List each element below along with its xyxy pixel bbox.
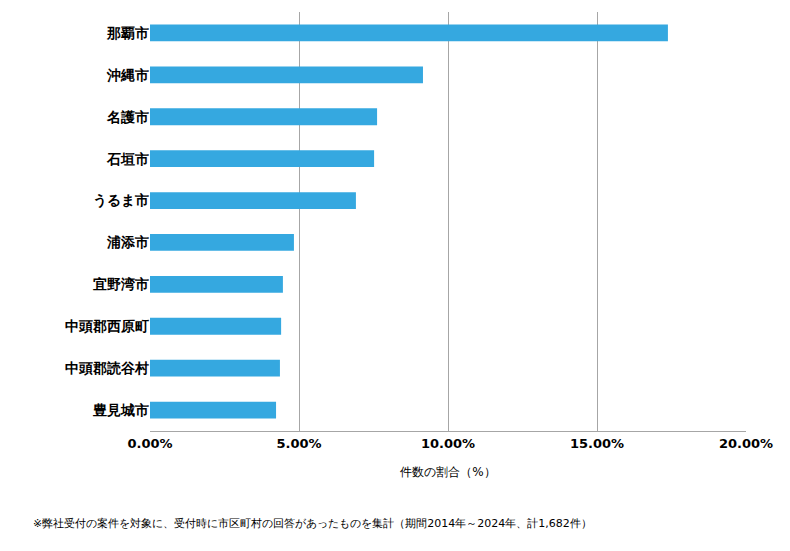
svg-text:石垣市: 石垣市	[106, 151, 149, 167]
svg-text:うるま市: うるま市	[93, 192, 149, 209]
svg-text:10.00%: 10.00%	[421, 436, 475, 451]
svg-text:中頭郡西原町: 中頭郡西原町	[65, 318, 149, 334]
svg-text:件数の割合（%）: 件数の割合（%）	[400, 465, 495, 479]
svg-text:中頭郡読谷村: 中頭郡読谷村	[65, 360, 149, 376]
svg-text:15.00%: 15.00%	[570, 436, 624, 451]
svg-text:浦添市: 浦添市	[106, 234, 149, 250]
svg-text:那覇市: 那覇市	[106, 25, 149, 41]
svg-text:※弊社受付の案件を対象に、受付時に市区町村の回答があったもの: ※弊社受付の案件を対象に、受付時に市区町村の回答があったものを集計（期間2014…	[33, 517, 592, 530]
svg-text:0.00%: 0.00%	[127, 436, 172, 451]
svg-text:20.00%: 20.00%	[719, 436, 773, 451]
svg-text:豊見城市: 豊見城市	[92, 402, 149, 418]
svg-text:宜野湾市: 宜野湾市	[93, 276, 149, 292]
svg-text:名護市: 名護市	[106, 109, 149, 125]
svg-text:沖縄市: 沖縄市	[106, 67, 149, 83]
svg-text:5.00%: 5.00%	[276, 436, 321, 451]
